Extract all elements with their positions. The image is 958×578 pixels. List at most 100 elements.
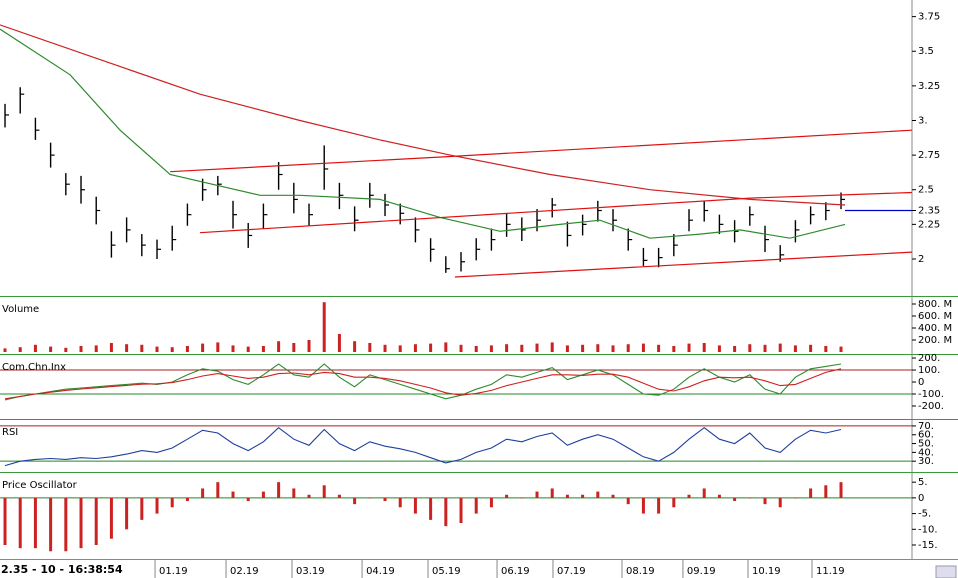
bar [413, 344, 417, 352]
bar [641, 343, 645, 352]
bar [79, 497, 83, 549]
bar [49, 346, 53, 352]
y-tick-label: 5. [918, 477, 928, 488]
bar [322, 485, 326, 498]
bar [824, 346, 828, 352]
bar [748, 344, 752, 352]
bar [383, 344, 387, 352]
y-tick-label: -100. [918, 389, 944, 400]
bar [155, 497, 159, 514]
y-tick-label: 30. [918, 456, 934, 467]
bar [125, 344, 129, 352]
bar [155, 346, 159, 352]
status-label: 2.35 - 10 - 16:38:54 [1, 563, 123, 576]
bar [429, 343, 433, 352]
bar [307, 340, 311, 352]
bar [535, 343, 539, 352]
bar [353, 341, 357, 352]
bar [672, 497, 676, 508]
indicator-line [4, 368, 842, 400]
bar [170, 497, 174, 508]
bar [429, 497, 433, 520]
x-tick-label: 08.19 [626, 566, 655, 577]
y-tick-label: 2.5 [918, 185, 934, 196]
y-tick-label: 0 [918, 377, 924, 388]
y-tick-label: -200. [918, 401, 944, 412]
bar [611, 345, 615, 352]
y-tick-label: 2.25 [918, 219, 940, 230]
bar [520, 344, 524, 352]
bar [398, 497, 402, 508]
y-tick-label: -15. [918, 540, 938, 551]
bar [337, 494, 341, 498]
bar [201, 488, 205, 498]
bar [459, 497, 463, 524]
bar [702, 343, 706, 352]
bar [292, 488, 296, 498]
bar [368, 497, 372, 499]
bar [231, 345, 235, 352]
bar [368, 343, 372, 352]
x-tick-label: 11.19 [816, 566, 845, 577]
y-tick-label: 40. [918, 447, 934, 458]
bar [474, 346, 478, 352]
bar [94, 345, 98, 352]
bar [687, 343, 691, 352]
bar [140, 497, 144, 520]
bar [3, 497, 7, 546]
bar [824, 485, 828, 498]
bar [261, 491, 265, 498]
y-tick-label: 3.75 [918, 12, 940, 23]
bar [581, 494, 585, 498]
bar [444, 497, 448, 527]
y-tick-label: 2.75 [918, 150, 940, 161]
pane-title: RSI [2, 427, 18, 438]
bar [201, 343, 205, 352]
x-tick-label: 10.19 [752, 566, 781, 577]
y-tick-label: 50. [918, 439, 934, 450]
y-tick-label: 400. M [918, 323, 952, 334]
bar [778, 343, 782, 352]
bar [763, 497, 767, 505]
bar [550, 488, 554, 498]
bar [839, 482, 843, 498]
overlay-line [0, 28, 846, 239]
pane-title: Com.Chn.Inx [2, 362, 66, 373]
bar [687, 494, 691, 498]
bar [520, 497, 524, 499]
bar [322, 302, 326, 352]
bar [94, 497, 98, 546]
bar [337, 334, 341, 352]
y-tick-label: 3.25 [918, 81, 940, 92]
y-tick-label: 60. [918, 430, 934, 441]
bar [535, 491, 539, 498]
x-tick-label: 06.19 [501, 566, 530, 577]
bar [596, 344, 600, 352]
bar [277, 482, 281, 498]
bar [489, 497, 493, 508]
bar [657, 497, 661, 514]
y-tick-label: 2.35 [918, 206, 940, 217]
bar [216, 342, 220, 352]
bar [505, 494, 509, 498]
y-tick-label: 200. [918, 353, 940, 364]
y-tick-label: -5. [918, 509, 931, 520]
bar [626, 344, 630, 352]
bar [809, 344, 813, 352]
bar [185, 346, 189, 352]
overlay-line [170, 129, 913, 173]
bar [413, 497, 417, 514]
bar [64, 347, 68, 352]
y-tick-label: 2 [918, 254, 924, 265]
y-tick-label: 600. M [918, 311, 952, 322]
indicator-line [4, 363, 842, 401]
bar [733, 346, 737, 352]
bar [717, 345, 721, 352]
bar [33, 497, 37, 549]
bar [307, 494, 311, 498]
bar [64, 497, 68, 552]
overlay-line [199, 191, 913, 234]
bar [292, 343, 296, 352]
